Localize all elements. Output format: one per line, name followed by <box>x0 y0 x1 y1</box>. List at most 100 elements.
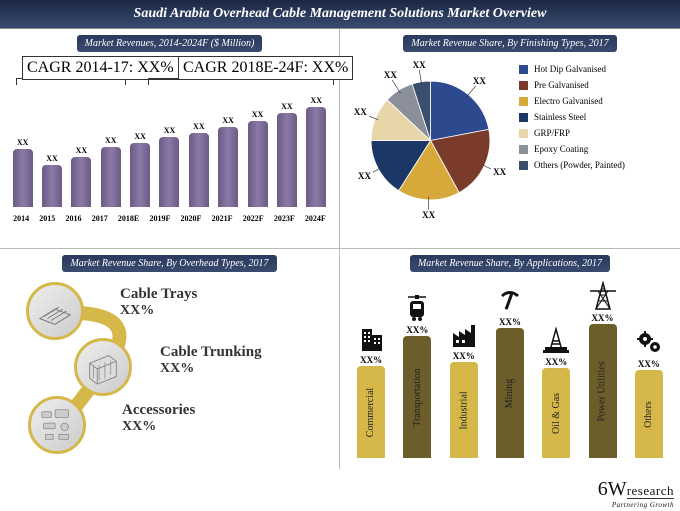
bar: XX <box>277 102 297 207</box>
cagr-2014-17: CAGR 2014-17: XX% <box>22 56 179 80</box>
app-bar: Power Utilities <box>589 324 617 458</box>
legend-label: Stainless Steel <box>534 112 586 122</box>
x-axis-label: 2019F <box>149 214 170 223</box>
bar-value-label: XX <box>76 146 88 155</box>
page-title: Saudi Arabia Overhead Cable Management S… <box>0 0 680 29</box>
bar-value-label: XX <box>252 110 264 119</box>
legend-swatch <box>519 145 528 154</box>
app-name: Industrial <box>458 391 469 429</box>
logo-brand: 6W <box>598 478 627 500</box>
app-bar: Industrial <box>450 362 478 458</box>
rig-icon <box>541 325 571 355</box>
panel-overhead-title: Market Revenue Share, By Overhead Types,… <box>62 255 276 272</box>
legend-swatch <box>519 129 528 138</box>
legend-label: Others (Powder, Painted) <box>534 160 625 170</box>
bar: XX <box>130 132 150 207</box>
logo-tagline: Partnering Growth <box>598 501 674 509</box>
app-pct: XX% <box>453 351 475 361</box>
app-column: XX% Transportation <box>398 293 436 458</box>
x-axis-label: 2021F <box>212 214 233 223</box>
app-pct: XX% <box>499 317 521 327</box>
pie-callout: XX <box>411 60 428 70</box>
bar: XX <box>159 126 179 207</box>
overhead-pct: XX% <box>120 303 197 319</box>
bar-value-label: XX <box>46 154 58 163</box>
pie-callout: XX <box>356 171 373 181</box>
panel-pie: Market Revenue Share, By Finishing Types… <box>340 29 680 249</box>
bar-value-label: XX <box>105 136 117 145</box>
pie-callout: XX <box>352 107 369 117</box>
pie-chart: XX XX XX XX XX XX XX <box>348 58 513 223</box>
x-axis-label: 2023F <box>274 214 295 223</box>
app-name: Commercial <box>366 387 377 436</box>
x-axis-label: 2015 <box>39 214 55 223</box>
app-bar: Others <box>635 370 663 458</box>
bar-value-label: XX <box>134 132 146 141</box>
app-pct: XX% <box>360 355 382 365</box>
overhead-label: AccessoriesXX% <box>122 402 195 435</box>
panel-revenues-title: Market Revenues, 2014-2024F ($ Million) <box>77 35 263 52</box>
app-column: XX% Commercial <box>352 323 390 458</box>
bar: XX <box>248 110 268 207</box>
overhead-name: Accessories <box>122 402 195 418</box>
overhead-name: Cable Trunking <box>160 344 262 360</box>
legend-swatch <box>519 81 528 90</box>
pie-callout: XX <box>471 76 488 86</box>
panel-revenues: Market Revenues, 2014-2024F ($ Million) … <box>0 29 340 249</box>
bar-value-label: XX <box>281 102 293 111</box>
panel-apps: Market Revenue Share, By Applications, 2… <box>340 249 680 469</box>
overhead-circle-icon <box>74 338 132 396</box>
overhead-label: Cable TrunkingXX% <box>160 344 262 377</box>
app-name: Oil & Gas <box>551 392 562 433</box>
x-axis-label: 2014 <box>13 214 29 223</box>
pie-legend: Hot Dip Galvanised Pre Galvanised Electro … <box>513 58 676 223</box>
legend-label: Epoxy Coating <box>534 144 588 154</box>
logo-word: research <box>627 483 674 499</box>
bar: XX <box>71 146 91 207</box>
app-bar: Transportation <box>403 336 431 458</box>
legend-swatch <box>519 161 528 170</box>
app-column: XX% Oil & Gas <box>537 325 575 458</box>
page: Saudi Arabia Overhead Cable Management S… <box>0 0 680 511</box>
app-column: XX%Others <box>630 327 668 458</box>
footer-logo: 6Wresearch Partnering Growth <box>598 478 674 509</box>
legend-item: Epoxy Coating <box>519 144 674 154</box>
pie-callout: XX <box>382 70 399 80</box>
bar-value-label: XX <box>193 122 205 131</box>
app-name: Power Utilities <box>597 361 608 421</box>
legend-label: Hot Dip Galvanised <box>534 64 606 74</box>
legend-item: Pre Galvanised <box>519 80 674 90</box>
train-icon <box>402 293 432 323</box>
bar: XX <box>42 154 62 207</box>
overhead-pct: XX% <box>160 361 262 377</box>
panel-overhead: Market Revenue Share, By Overhead Types,… <box>0 249 340 469</box>
x-axis-label: 2016 <box>66 214 82 223</box>
legend-label: Electro Galvanised <box>534 96 603 106</box>
overhead-pct: XX% <box>122 419 195 435</box>
bar: XX <box>189 122 209 207</box>
x-axis-label: 2018E <box>118 214 139 223</box>
app-name: Transportation <box>412 368 423 427</box>
apps-chart: XX% Commercial XX% Transportation XX% Industr… <box>344 278 676 458</box>
app-pct: XX% <box>406 325 428 335</box>
legend-label: GRP/FRP <box>534 128 570 138</box>
bar-value-label: XX <box>164 126 176 135</box>
bar-chart: CAGR 2014-17: XX% CAGR 2018E-24F: XX% XX… <box>8 58 331 223</box>
bar-value-label: XX <box>17 138 29 147</box>
app-name: Mining <box>504 378 515 407</box>
app-bar: Commercial <box>357 366 385 458</box>
app-pct: XX% <box>545 357 567 367</box>
legend-label: Pre Galvanised <box>534 80 589 90</box>
app-bar: Mining <box>496 328 524 458</box>
x-axis-label: 2024F <box>305 214 326 223</box>
pie-callout: XX <box>491 167 508 177</box>
x-axis-label: 2020F <box>181 214 202 223</box>
panel-pie-title: Market Revenue Share, By Finishing Types… <box>403 35 616 52</box>
overhead-circle-icon <box>26 282 84 340</box>
overhead-circle-icon <box>28 396 86 454</box>
app-bar: Oil & Gas <box>542 368 570 458</box>
pie-callout: XX <box>420 210 437 220</box>
legend-item: Electro Galvanised <box>519 96 674 106</box>
tower-icon <box>588 281 618 311</box>
building-icon <box>356 323 386 353</box>
